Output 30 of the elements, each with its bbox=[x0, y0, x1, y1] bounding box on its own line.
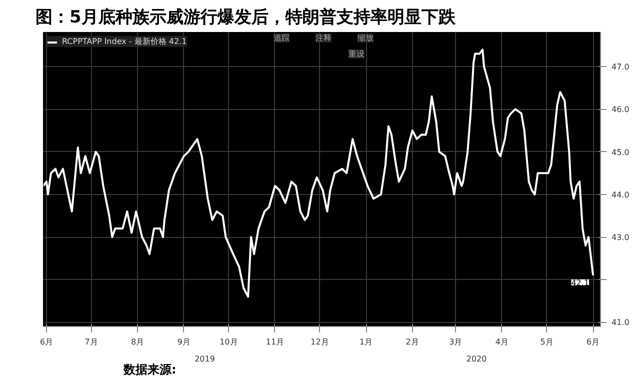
y-tick-label: 46.0 bbox=[612, 105, 630, 114]
x-tick-label: 6月 bbox=[40, 338, 54, 346]
annotation: 42.1 bbox=[571, 278, 590, 288]
x-tick-label: 2月 bbox=[406, 338, 419, 346]
y-tick-label: 47.0 bbox=[612, 62, 630, 72]
y-tick-label: 45.0 bbox=[612, 148, 630, 157]
y-tick-label: 43.0 bbox=[612, 233, 630, 242]
x-tick-label: 5月 bbox=[540, 338, 554, 346]
annotation: 重设 bbox=[348, 50, 364, 58]
x-tick-label: 3月 bbox=[449, 338, 462, 346]
x-tick-label: 12月 bbox=[310, 338, 329, 346]
x-tick-label: 11月 bbox=[266, 338, 284, 346]
annotation: 注释 bbox=[316, 34, 332, 42]
y-tick-label: 41.0 bbox=[612, 318, 630, 328]
x2-tick-label: 2020 bbox=[466, 354, 487, 364]
y-tick-label: 44.0 bbox=[612, 190, 630, 200]
legend-label: RCPPTAPP Index - 最新价格 42.1 bbox=[62, 36, 187, 47]
annotation: 缩放 bbox=[358, 34, 374, 42]
x-tick-label: 1月 bbox=[360, 338, 373, 346]
x-tick-label: 4月 bbox=[495, 338, 508, 346]
source-note: 数据来源: bbox=[122, 362, 176, 376]
x-tick-label: 7月 bbox=[84, 338, 98, 346]
x-tick-label: 9月 bbox=[177, 338, 190, 346]
x2-tick-label: 2019 bbox=[194, 354, 215, 364]
x-tick-label: 8月 bbox=[131, 338, 144, 346]
line-series bbox=[44, 48, 594, 298]
x-tick-label: 10月 bbox=[220, 338, 238, 346]
x-tick-label: 6月 bbox=[586, 338, 600, 346]
chart-title: 图：5月底种族示威游行爆发后，特朗普支持率明显下跌 bbox=[36, 6, 456, 28]
annotation: 追踪 bbox=[274, 34, 290, 42]
